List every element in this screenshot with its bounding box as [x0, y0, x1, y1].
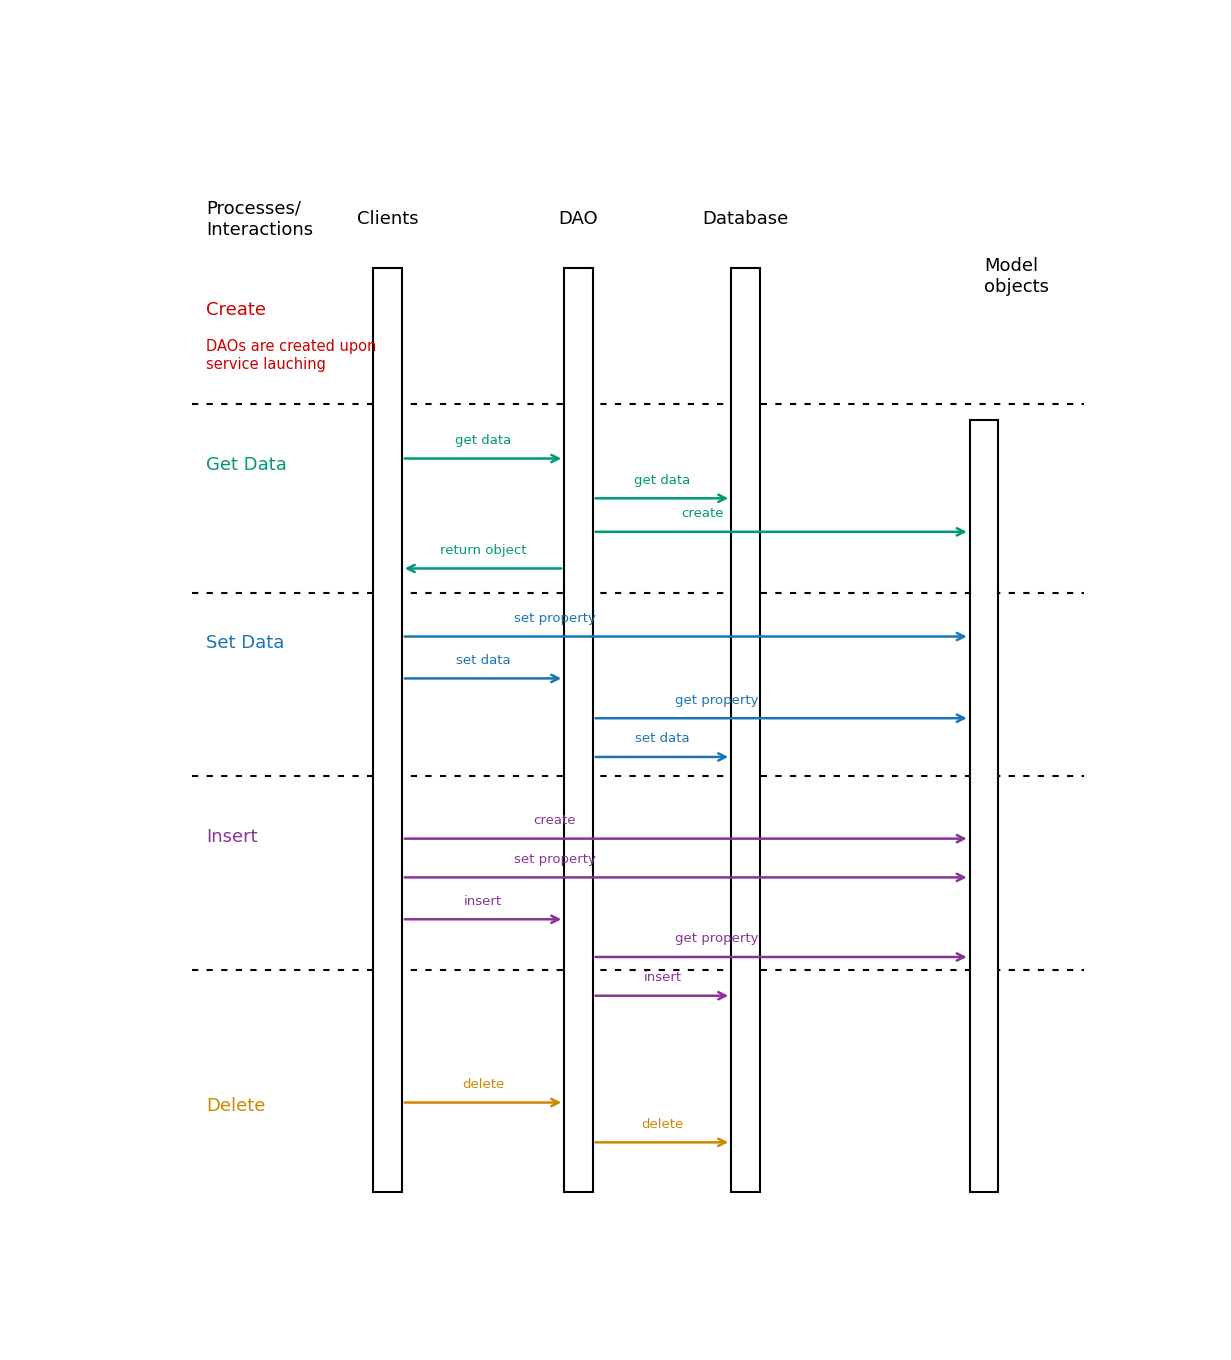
- Text: insert: insert: [644, 971, 682, 985]
- Text: set property: set property: [513, 853, 596, 866]
- Text: delete: delete: [641, 1118, 683, 1130]
- Bar: [970, 420, 998, 1191]
- Text: return object: return object: [439, 544, 527, 558]
- Text: Set Data: Set Data: [207, 634, 284, 653]
- Text: Delete: Delete: [207, 1098, 266, 1115]
- Text: Insert: Insert: [207, 828, 259, 846]
- Bar: [564, 268, 593, 1191]
- Text: get data: get data: [455, 434, 511, 447]
- Text: create: create: [681, 507, 724, 521]
- Text: get data: get data: [634, 473, 691, 487]
- Bar: [373, 268, 401, 1191]
- Text: Get Data: Get Data: [207, 457, 287, 475]
- Text: Create: Create: [207, 302, 266, 320]
- Text: delete: delete: [462, 1078, 505, 1091]
- Text: create: create: [533, 815, 576, 827]
- Text: get property: get property: [675, 694, 758, 707]
- Text: set data: set data: [635, 733, 689, 745]
- Text: Database: Database: [702, 211, 789, 228]
- Text: set property: set property: [513, 612, 596, 626]
- Bar: [731, 268, 760, 1191]
- Text: Model
objects: Model objects: [984, 257, 1049, 296]
- Text: insert: insert: [464, 895, 502, 907]
- Text: Clients: Clients: [357, 211, 419, 228]
- Text: Processes/
Interactions: Processes/ Interactions: [207, 200, 314, 238]
- Text: DAOs are created upon
service lauching: DAOs are created upon service lauching: [207, 339, 377, 371]
- Text: get property: get property: [675, 933, 758, 945]
- Text: DAO: DAO: [559, 211, 598, 228]
- Text: set data: set data: [455, 654, 511, 666]
